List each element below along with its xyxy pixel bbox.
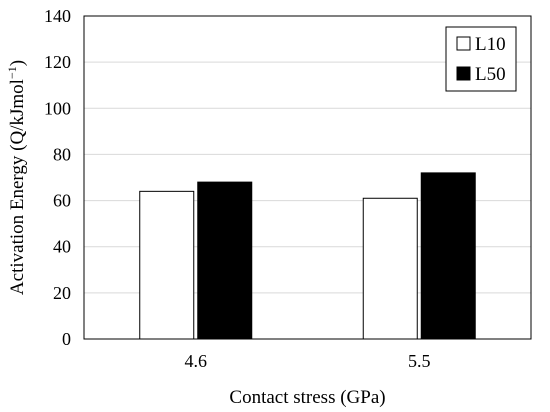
bars [139, 172, 476, 340]
y-tick-label: 100 [44, 98, 71, 118]
legend-swatch-l50 [456, 66, 471, 81]
y-tick-label: 120 [44, 52, 71, 72]
bar-l10-5_5 [362, 197, 418, 340]
plot-area-frame [83, 15, 532, 340]
bar-l50-4_6 [197, 181, 253, 340]
legend-swatch-l10 [456, 36, 471, 51]
bar-l10-4_6 [139, 190, 195, 340]
y-axis-title-superscript: −1 [5, 66, 19, 79]
y-tick-label: 20 [53, 283, 71, 303]
y-tick-label: 0 [62, 329, 71, 349]
x-tick-label: 5.5 [408, 351, 431, 371]
y-axis-tick-labels: 0 20 40 60 80 100 120 140 [44, 6, 71, 349]
y-axis-title-main: Activation Energy (Q/kJmol [7, 79, 28, 295]
x-tick-label: 4.6 [185, 351, 208, 371]
y-tick-label: 80 [53, 144, 71, 164]
legend-label-l50: L50 [475, 64, 506, 85]
x-axis-title: Contact stress (GPa) [229, 387, 385, 408]
y-tick-label: 140 [44, 6, 71, 26]
legend-label-l10: L10 [475, 34, 506, 55]
y-tick-label: 60 [53, 191, 71, 211]
y-axis-title-close: ) [7, 60, 28, 66]
y-tick-label: 40 [53, 237, 71, 257]
y-axis-title: Activation Energy (Q/kJmol−1) [5, 60, 28, 295]
bar-l50-5_5 [420, 172, 476, 340]
x-axis-tick-labels: 4.6 5.5 [185, 351, 431, 371]
